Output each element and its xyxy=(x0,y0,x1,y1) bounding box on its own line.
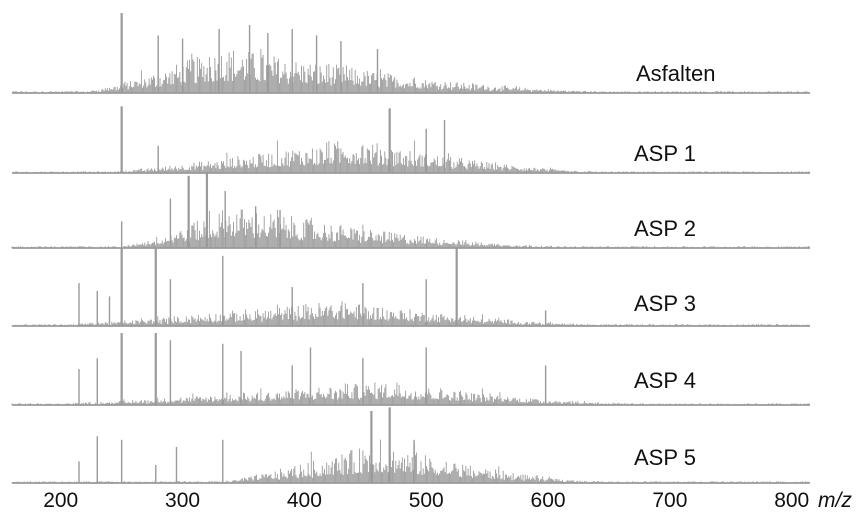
spectrum-asp-2 xyxy=(11,172,810,249)
spectra-panels xyxy=(11,13,810,484)
spectrum-asp-5 xyxy=(11,407,810,484)
series-label: ASP 5 xyxy=(634,445,696,470)
spectrum-asp-3 xyxy=(11,248,810,327)
series-label: ASP 2 xyxy=(634,216,696,241)
spectrum-peak-forest xyxy=(11,439,809,483)
series-label: Asfalten xyxy=(636,61,716,86)
x-tick-label: 600 xyxy=(531,489,566,512)
spectrum-asfalten xyxy=(12,13,810,94)
series-label: ASP 1 xyxy=(634,141,696,166)
x-axis-tick-labels: 200 300 400 500 600 700 800 xyxy=(43,489,809,512)
series-label: ASP 4 xyxy=(634,368,696,393)
x-axis-label: m/z xyxy=(818,489,852,512)
series-labels: Asfalten ASP 1 ASP 2 ASP 3 ASP 4 ASP 5 xyxy=(634,61,716,470)
x-tick-label: 400 xyxy=(287,489,322,512)
spectrum-peak-forest xyxy=(12,140,810,173)
series-label: ASP 3 xyxy=(634,291,696,316)
spectrum-asp-1 xyxy=(12,106,810,174)
x-tick-label: 200 xyxy=(43,489,78,512)
x-tick-label: 800 xyxy=(774,489,809,512)
spectrum-peak-forest xyxy=(12,49,810,93)
spectrum-peak-forest xyxy=(11,301,810,326)
spectrum-asp-4 xyxy=(11,333,810,406)
x-tick-label: 700 xyxy=(652,489,687,512)
x-tick-label: 300 xyxy=(165,489,200,512)
x-tick-label: 500 xyxy=(409,489,444,512)
spectrum-peak-forest xyxy=(11,209,810,248)
